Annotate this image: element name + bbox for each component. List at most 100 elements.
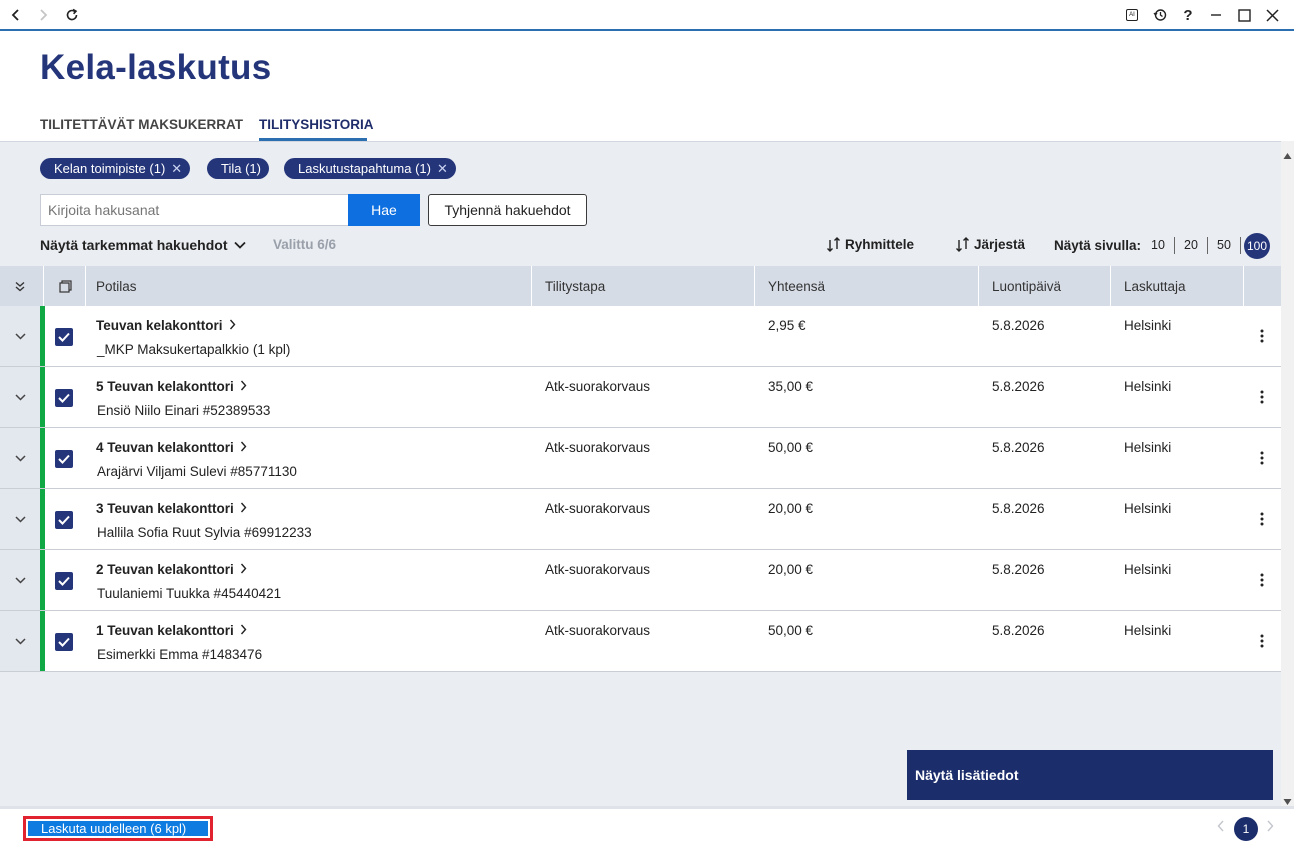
- cell-method: Atk-suorakorvaus: [545, 440, 651, 455]
- cell-method: Atk-suorakorvaus: [545, 501, 651, 516]
- row-title-link[interactable]: Teuvan kelakonttori: [96, 317, 236, 333]
- row-checkbox[interactable]: [55, 328, 73, 346]
- group-button[interactable]: Ryhmittele: [826, 237, 914, 252]
- page-title: Kela-laskutus: [40, 48, 272, 87]
- filter-chip-billing-event[interactable]: Laskutustapahtuma (1) ✕: [284, 158, 456, 179]
- show-details-button[interactable]: Näytä lisätiedot: [907, 750, 1273, 800]
- row-expand-icon[interactable]: [0, 489, 40, 549]
- chevron-right-icon: [240, 561, 247, 577]
- row-expand-icon[interactable]: [0, 428, 40, 488]
- column-header-biller[interactable]: Laskuttaja: [1124, 278, 1186, 294]
- filter-chip-office[interactable]: Kelan toimipiste (1) ✕: [40, 158, 191, 179]
- table-row[interactable]: 1 Teuvan kelakonttori Esimerkki Emma #148…: [0, 611, 1281, 672]
- sort-button[interactable]: Järjestä: [955, 237, 1025, 252]
- column-header-method[interactable]: Tilitystapa: [545, 278, 606, 294]
- filter-chip-label: Kelan toimipiste (1): [54, 161, 166, 176]
- table-row[interactable]: 5 Teuvan kelakonttori Ensiö Niilo Einari …: [0, 367, 1281, 428]
- tab-settlement-history[interactable]: TILITYSHISTORIA: [259, 117, 374, 132]
- cell-biller: Helsinki: [1124, 318, 1172, 333]
- row-expand-icon[interactable]: [0, 611, 40, 671]
- minimize-icon[interactable]: [1206, 5, 1226, 25]
- row-menu-icon[interactable]: [1255, 570, 1269, 590]
- selected-count: Valittu 6/6: [273, 237, 337, 252]
- table-row[interactable]: 2 Teuvan kelakonttori Tuulaniemi Tuukka #…: [0, 550, 1281, 611]
- more-filters-toggle[interactable]: Näytä tarkemmat hakuehdot: [40, 237, 246, 253]
- scrollbar[interactable]: [1281, 141, 1294, 806]
- row-checkbox[interactable]: [55, 389, 73, 407]
- table-row[interactable]: 4 Teuvan kelakonttori Arajärvi Viljami Su…: [0, 428, 1281, 489]
- divider: [531, 266, 532, 306]
- row-checkbox[interactable]: [55, 450, 73, 468]
- row-subtitle: Tuulaniemi Tuukka #45440421: [97, 586, 282, 601]
- select-all-icon[interactable]: [45, 266, 85, 306]
- column-header-created[interactable]: Luontipäivä: [992, 278, 1062, 294]
- row-title-link[interactable]: 2 Teuvan kelakonttori: [96, 561, 247, 577]
- pager-prev-icon[interactable]: [1217, 819, 1225, 835]
- column-header-patient[interactable]: Potilas: [96, 278, 137, 294]
- ai-icon-label: AI: [1126, 9, 1138, 21]
- cell-method: Atk-suorakorvaus: [545, 379, 651, 394]
- maximize-icon[interactable]: [1234, 5, 1254, 25]
- row-expand-icon[interactable]: [0, 367, 40, 427]
- rebill-button-highlight[interactable]: Laskuta uudelleen (6 kpl): [23, 816, 213, 841]
- table-row[interactable]: 3 Teuvan kelakonttori Hallila Sofia Ruut …: [0, 489, 1281, 550]
- per-page-option-50[interactable]: 50: [1217, 238, 1231, 252]
- filter-chip-status[interactable]: Tila (1): [207, 158, 269, 179]
- row-checkbox[interactable]: [55, 511, 73, 529]
- row-expand-icon[interactable]: [0, 306, 40, 366]
- row-menu-icon[interactable]: [1255, 509, 1269, 529]
- expand-all-icon[interactable]: [0, 266, 40, 306]
- row-subtitle: _MKP Maksukertapalkkio (1 kpl): [97, 342, 291, 357]
- row-title-link[interactable]: 1 Teuvan kelakonttori: [96, 622, 247, 638]
- cell-created: 5.8.2026: [992, 501, 1045, 516]
- row-title-link[interactable]: 5 Teuvan kelakonttori: [96, 378, 247, 394]
- remove-filter-icon[interactable]: ✕: [436, 160, 448, 176]
- column-header-total[interactable]: Yhteensä: [768, 278, 826, 294]
- cell-method: Atk-suorakorvaus: [545, 562, 651, 577]
- cell-biller: Helsinki: [1124, 623, 1172, 638]
- filter-chip-label: Tila (1): [221, 161, 261, 176]
- row-checkbox[interactable]: [55, 572, 73, 590]
- row-subtitle: Esimerkki Emma #1483476: [97, 647, 263, 662]
- row-expand-icon[interactable]: [0, 550, 40, 610]
- pager-next-icon[interactable]: [1266, 819, 1274, 835]
- per-page-option-100[interactable]: 100: [1244, 233, 1270, 259]
- search-button[interactable]: Hae: [348, 194, 420, 226]
- clear-filters-button[interactable]: Tyhjennä hakuehdot: [428, 194, 587, 226]
- per-page-option-10[interactable]: 10: [1151, 238, 1165, 252]
- remove-filter-icon[interactable]: ✕: [171, 160, 183, 176]
- row-title-link[interactable]: 3 Teuvan kelakonttori: [96, 500, 247, 516]
- scroll-up-icon[interactable]: [1283, 147, 1292, 159]
- scroll-down-icon[interactable]: [1283, 793, 1292, 805]
- cell-biller: Helsinki: [1124, 440, 1172, 455]
- rebill-button[interactable]: Laskuta uudelleen (6 kpl): [28, 821, 208, 836]
- per-page-option-20[interactable]: 20: [1184, 238, 1198, 252]
- chevron-right-icon: [240, 500, 247, 516]
- chevron-right-icon: [240, 622, 247, 638]
- close-icon[interactable]: [1262, 5, 1282, 25]
- history-icon[interactable]: [1150, 5, 1170, 25]
- pager-current-page[interactable]: 1: [1234, 817, 1258, 841]
- row-title-link[interactable]: 4 Teuvan kelakonttori: [96, 439, 247, 455]
- row-menu-icon[interactable]: [1255, 631, 1269, 651]
- back-icon[interactable]: [6, 5, 26, 25]
- cell-biller: Helsinki: [1124, 562, 1172, 577]
- cell-total: 20,00 €: [768, 562, 814, 577]
- row-menu-icon[interactable]: [1255, 326, 1269, 346]
- divider: [1243, 266, 1244, 306]
- row-checkbox[interactable]: [55, 633, 73, 651]
- divider: [1110, 266, 1111, 306]
- row-menu-icon[interactable]: [1255, 448, 1269, 468]
- reload-icon[interactable]: [62, 5, 82, 25]
- ai-icon[interactable]: AI: [1122, 5, 1142, 25]
- help-icon[interactable]: ?: [1183, 6, 1193, 24]
- divider: [1207, 237, 1208, 254]
- sort-arrows-icon: [827, 237, 840, 252]
- per-page-label: Näytä sivulla:: [1054, 238, 1142, 253]
- forward-icon[interactable]: [33, 5, 53, 25]
- divider: [754, 266, 755, 306]
- tab-payments-to-settle[interactable]: TILITETTÄVÄT MAKSUKERRAT: [40, 117, 243, 132]
- row-menu-icon[interactable]: [1255, 387, 1269, 407]
- table-row[interactable]: Teuvan kelakonttori _MKP Maksukertapalkki…: [0, 306, 1281, 367]
- search-input[interactable]: [40, 194, 349, 226]
